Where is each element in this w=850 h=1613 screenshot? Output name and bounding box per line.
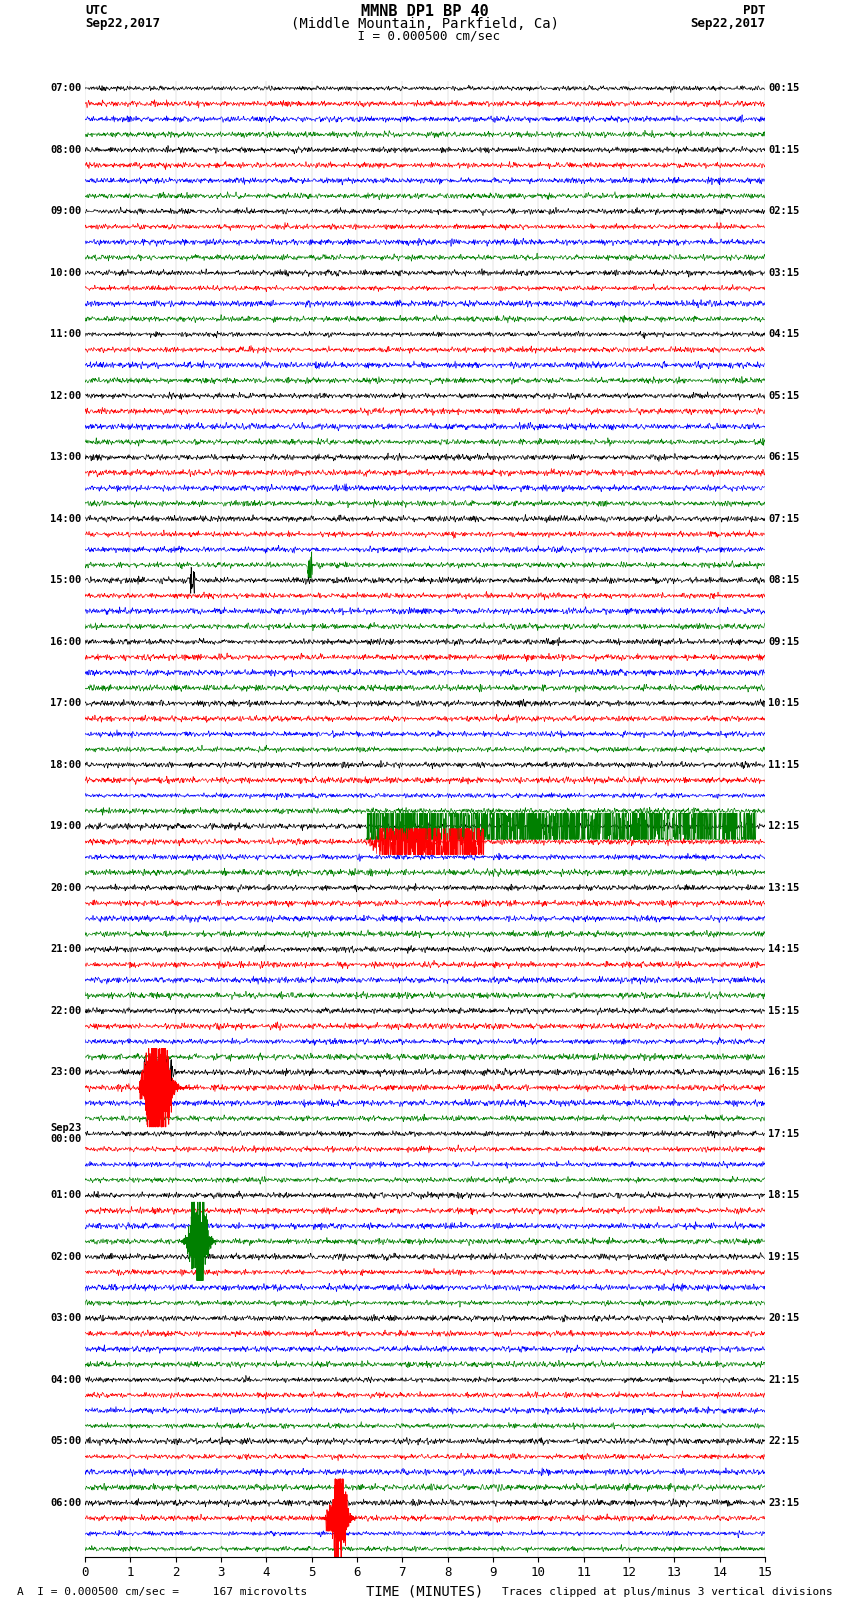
- Text: 01:00: 01:00: [50, 1190, 82, 1200]
- Text: 05:15: 05:15: [768, 390, 800, 400]
- Text: 06:00: 06:00: [50, 1498, 82, 1508]
- Text: 06:15: 06:15: [768, 452, 800, 463]
- Text: 10:00: 10:00: [50, 268, 82, 277]
- Text: I = 0.000500 cm/sec: I = 0.000500 cm/sec: [350, 29, 500, 42]
- Text: 17:00: 17:00: [50, 698, 82, 708]
- Text: 10:15: 10:15: [768, 698, 800, 708]
- Text: 23:00: 23:00: [50, 1068, 82, 1077]
- Text: 11:15: 11:15: [768, 760, 800, 769]
- Text: 12:15: 12:15: [768, 821, 800, 831]
- Text: 20:15: 20:15: [768, 1313, 800, 1323]
- Text: A  I = 0.000500 cm/sec =     167 microvolts: A I = 0.000500 cm/sec = 167 microvolts: [17, 1587, 307, 1597]
- Text: 09:00: 09:00: [50, 206, 82, 216]
- Text: 08:15: 08:15: [768, 576, 800, 586]
- Text: 03:15: 03:15: [768, 268, 800, 277]
- Text: 04:15: 04:15: [768, 329, 800, 339]
- Text: 19:15: 19:15: [768, 1252, 800, 1261]
- Text: PDT: PDT: [743, 5, 765, 18]
- Text: 03:00: 03:00: [50, 1313, 82, 1323]
- Text: 15:00: 15:00: [50, 576, 82, 586]
- Text: 23:15: 23:15: [768, 1498, 800, 1508]
- Text: 16:15: 16:15: [768, 1068, 800, 1077]
- Text: 09:15: 09:15: [768, 637, 800, 647]
- Text: 05:00: 05:00: [50, 1436, 82, 1447]
- Text: 07:15: 07:15: [768, 515, 800, 524]
- Text: 00:15: 00:15: [768, 84, 800, 94]
- Text: 21:00: 21:00: [50, 944, 82, 955]
- X-axis label: TIME (MINUTES): TIME (MINUTES): [366, 1586, 484, 1598]
- Text: 17:15: 17:15: [768, 1129, 800, 1139]
- Text: (Middle Mountain, Parkfield, Ca): (Middle Mountain, Parkfield, Ca): [291, 18, 559, 31]
- Text: UTC: UTC: [85, 5, 107, 18]
- Text: 13:00: 13:00: [50, 452, 82, 463]
- Text: Sep23
00:00: Sep23 00:00: [50, 1123, 82, 1144]
- Text: 01:15: 01:15: [768, 145, 800, 155]
- Text: MMNB DP1 BP 40: MMNB DP1 BP 40: [361, 5, 489, 19]
- Text: Traces clipped at plus/minus 3 vertical divisions: Traces clipped at plus/minus 3 vertical …: [502, 1587, 833, 1597]
- Text: 11:00: 11:00: [50, 329, 82, 339]
- Text: Sep22,2017: Sep22,2017: [85, 18, 160, 31]
- Text: 14:15: 14:15: [768, 944, 800, 955]
- Text: 19:00: 19:00: [50, 821, 82, 831]
- Text: 14:00: 14:00: [50, 515, 82, 524]
- Text: 08:00: 08:00: [50, 145, 82, 155]
- Text: 13:15: 13:15: [768, 882, 800, 892]
- Text: 15:15: 15:15: [768, 1007, 800, 1016]
- Text: 22:15: 22:15: [768, 1436, 800, 1447]
- Text: 02:00: 02:00: [50, 1252, 82, 1261]
- Text: 02:15: 02:15: [768, 206, 800, 216]
- Text: 20:00: 20:00: [50, 882, 82, 892]
- Text: 21:15: 21:15: [768, 1374, 800, 1384]
- Text: Sep22,2017: Sep22,2017: [690, 18, 765, 31]
- Text: 04:00: 04:00: [50, 1374, 82, 1384]
- Text: 12:00: 12:00: [50, 390, 82, 400]
- Text: 18:15: 18:15: [768, 1190, 800, 1200]
- Text: 18:00: 18:00: [50, 760, 82, 769]
- Text: 07:00: 07:00: [50, 84, 82, 94]
- Text: 22:00: 22:00: [50, 1007, 82, 1016]
- Text: 16:00: 16:00: [50, 637, 82, 647]
